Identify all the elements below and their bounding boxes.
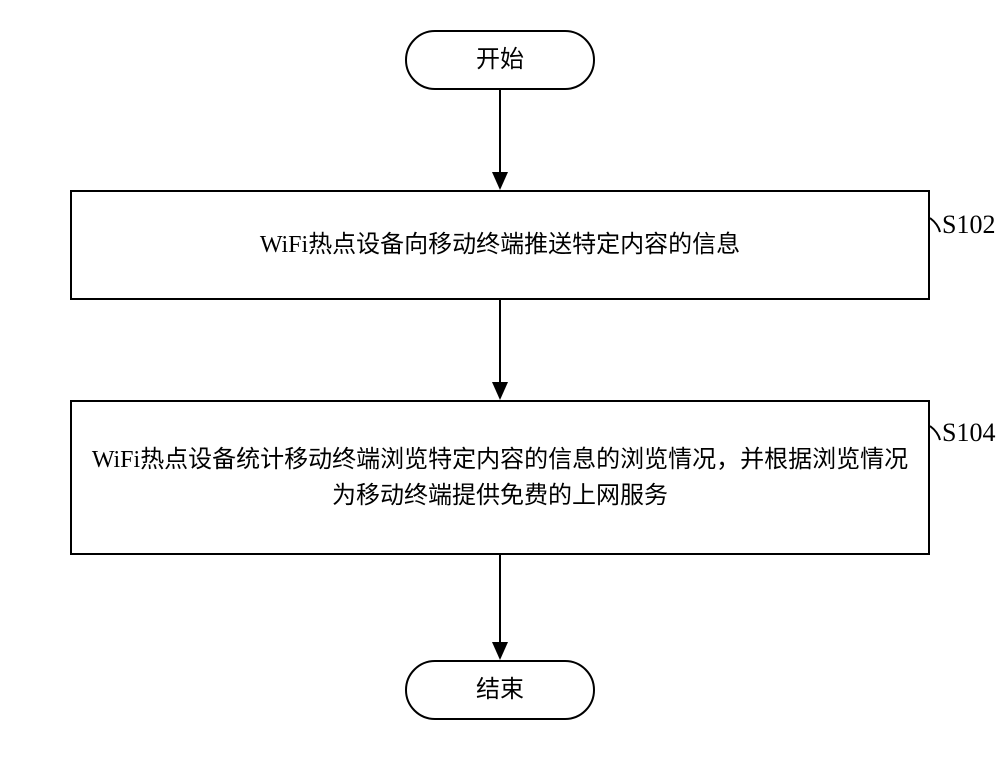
step-label-s102: S102 (942, 210, 995, 240)
callout-s104 (0, 0, 1000, 768)
edge-s104-end (490, 555, 510, 660)
end-node: 结束 (405, 660, 595, 720)
step-label-s104: S104 (942, 418, 995, 448)
edge-start-s102 (490, 90, 510, 190)
edge-s102-s104 (490, 300, 510, 400)
process-s102: WiFi热点设备向移动终端推送特定内容的信息 (70, 190, 930, 300)
start-label: 开始 (462, 36, 538, 84)
callout-s102 (0, 0, 1000, 768)
process-s104: WiFi热点设备统计移动终端浏览特定内容的信息的浏览情况，并根据浏览情况为移动终… (70, 400, 930, 555)
process-s104-text: WiFi热点设备统计移动终端浏览特定内容的信息的浏览情况，并根据浏览情况为移动终… (76, 436, 924, 520)
end-label: 结束 (462, 666, 538, 714)
start-node: 开始 (405, 30, 595, 90)
flowchart-canvas: 开始 WiFi热点设备向移动终端推送特定内容的信息 S102 WiFi热点设备统… (0, 0, 1000, 768)
process-s102-text: WiFi热点设备向移动终端推送特定内容的信息 (246, 221, 754, 269)
